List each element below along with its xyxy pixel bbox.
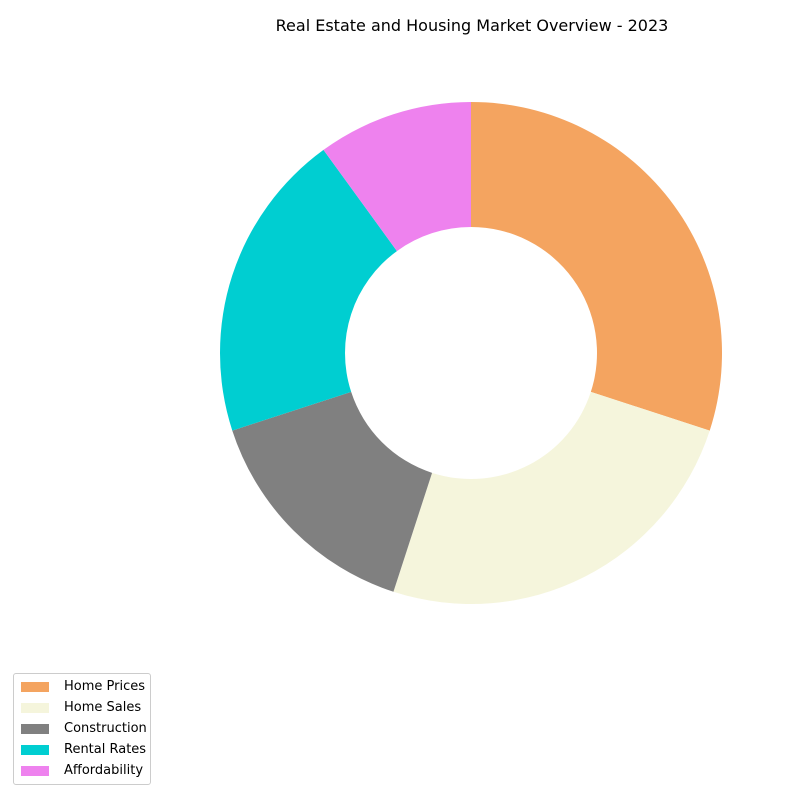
legend-swatch bbox=[21, 765, 49, 776]
legend-item: Home Sales bbox=[14, 697, 150, 718]
legend-label: Home Sales bbox=[64, 700, 142, 715]
legend-label: Affordability bbox=[64, 763, 144, 778]
legend: Home Prices Home Sales Construction Rental … bbox=[13, 673, 151, 785]
slice-home-prices bbox=[471, 102, 723, 431]
slice-rental-rates bbox=[220, 149, 397, 431]
slice-affordability bbox=[323, 102, 471, 252]
legend-item: Rental Rates bbox=[14, 739, 150, 760]
legend-swatch bbox=[21, 744, 49, 755]
legend-swatch bbox=[21, 681, 49, 692]
legend-label: Home Prices bbox=[64, 679, 146, 694]
legend-swatch bbox=[21, 723, 49, 734]
slice-construction bbox=[232, 391, 433, 592]
slice-home-sales bbox=[393, 391, 710, 605]
legend-item: Construction bbox=[14, 718, 150, 739]
legend-item: Affordability bbox=[14, 760, 150, 781]
donut-slices bbox=[220, 102, 723, 605]
legend-label: Rental Rates bbox=[64, 742, 147, 757]
legend-item: Home Prices bbox=[14, 676, 150, 697]
legend-label: Construction bbox=[64, 721, 147, 736]
legend-swatch bbox=[21, 702, 49, 713]
